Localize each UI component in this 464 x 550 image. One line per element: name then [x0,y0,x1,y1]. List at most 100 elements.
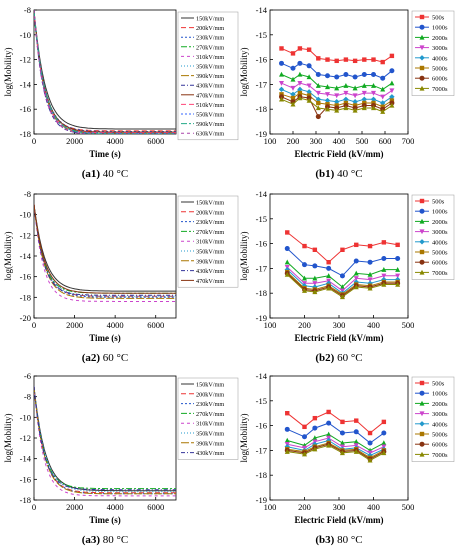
caption-label: (a2) [82,352,101,364]
series-line [34,10,176,132]
data-point [326,442,332,448]
data-point [343,57,349,62]
legend-entry: 230kV/mm [196,219,224,226]
data-point [324,97,331,104]
data-point [326,273,332,279]
data-point [315,96,321,102]
legend-entry: 4000s [432,421,448,428]
y-tick-label: -18 [256,288,267,298]
plot-frame [269,9,409,135]
data-point [315,105,321,111]
data-point [312,446,318,452]
data-point [361,82,367,88]
data-point [353,276,359,282]
data-point [284,271,290,277]
legend-marker [419,431,425,437]
data-point [312,425,318,431]
data-point [279,46,284,51]
data-point [334,99,340,105]
data-point [367,271,373,277]
legend-marker [419,229,425,235]
legend-entry: 230kV/mm [196,401,224,408]
data-point [334,85,340,91]
x-tick-label: 100 [264,502,277,512]
series-line [34,10,176,133]
y-tick-label: -19 [256,495,267,505]
panel-a3: 0 2000 4000 6000 -18 -16 -14 -12 -10 -8 -6 Time (s)… [3,371,239,546]
data-point [290,91,296,98]
data-point [312,263,318,269]
data-point [302,262,307,268]
legend-marker [419,45,425,51]
y-tick-label: -17 [256,79,267,89]
x-axis-label: Electric Field (kV/mm) [295,333,384,343]
data-point [343,96,349,102]
y-tick-label: -14 [20,454,32,464]
x-tick-label: 500 [402,502,415,512]
series-line [34,204,176,296]
data-point [381,430,387,436]
y-tick-label: -8 [24,5,31,15]
data-point [306,89,312,95]
legend-entry: 390kV/mm [196,440,224,447]
legend-entry: 430kV/mm [196,268,224,275]
data-point [367,285,373,291]
legend-marker [419,75,425,81]
legend-entry: 3000s [432,45,448,52]
caption-temperature: 80 °C [100,534,128,546]
series-line [34,10,176,134]
data-point [326,265,332,271]
data-point [302,434,307,440]
data-layer [34,10,176,134]
series-line [34,10,176,130]
legend-entry: 6000s [432,442,448,449]
data-point [284,448,290,454]
data-point [306,74,312,80]
data-point [381,440,387,446]
data-point [381,266,387,272]
data-point [312,435,318,441]
data-point [395,255,401,261]
y-axis-label: log(Mobility) [239,231,249,280]
data-point [325,57,330,62]
data-point [339,273,345,279]
legend-marker [419,198,425,204]
legend-entry: 500s [432,199,445,206]
legend-marker [419,441,425,447]
series-line [34,204,176,297]
legend-marker [419,14,425,20]
legend-marker [419,249,425,255]
x-axis-label: Time (s) [89,515,121,525]
data-point [312,289,318,295]
legend-entry: 5000s [432,432,448,439]
data-point [343,71,349,77]
data-point [395,273,401,279]
data-point [315,71,321,77]
data-point [389,80,395,86]
data-point [352,107,358,113]
data-point [297,95,303,101]
x-tick-label: 200 [298,320,311,330]
series-line [34,386,176,490]
data-point [326,431,332,437]
data-point [279,80,284,86]
y-axis-label: log(Mobility) [3,413,13,462]
legend-marker [419,239,425,245]
legend-entry: 390kV/mm [196,258,224,265]
data-point [312,247,318,252]
data-point [290,76,296,82]
x-tick-label: 100 [264,136,277,146]
y-tick-label: -16 [256,421,267,431]
legend-entry: 200kV/mm [196,209,224,216]
legend-marker [419,55,425,61]
series-line [34,10,176,134]
data-point [380,75,386,81]
legend-entry: 7000s [432,86,448,93]
data-point [278,86,285,93]
data-point [339,284,345,290]
y-tick-label: -6 [24,371,31,381]
data-point [334,107,340,113]
x-tick-label: 100 [264,320,277,330]
y-tick-label: -19 [256,129,267,139]
